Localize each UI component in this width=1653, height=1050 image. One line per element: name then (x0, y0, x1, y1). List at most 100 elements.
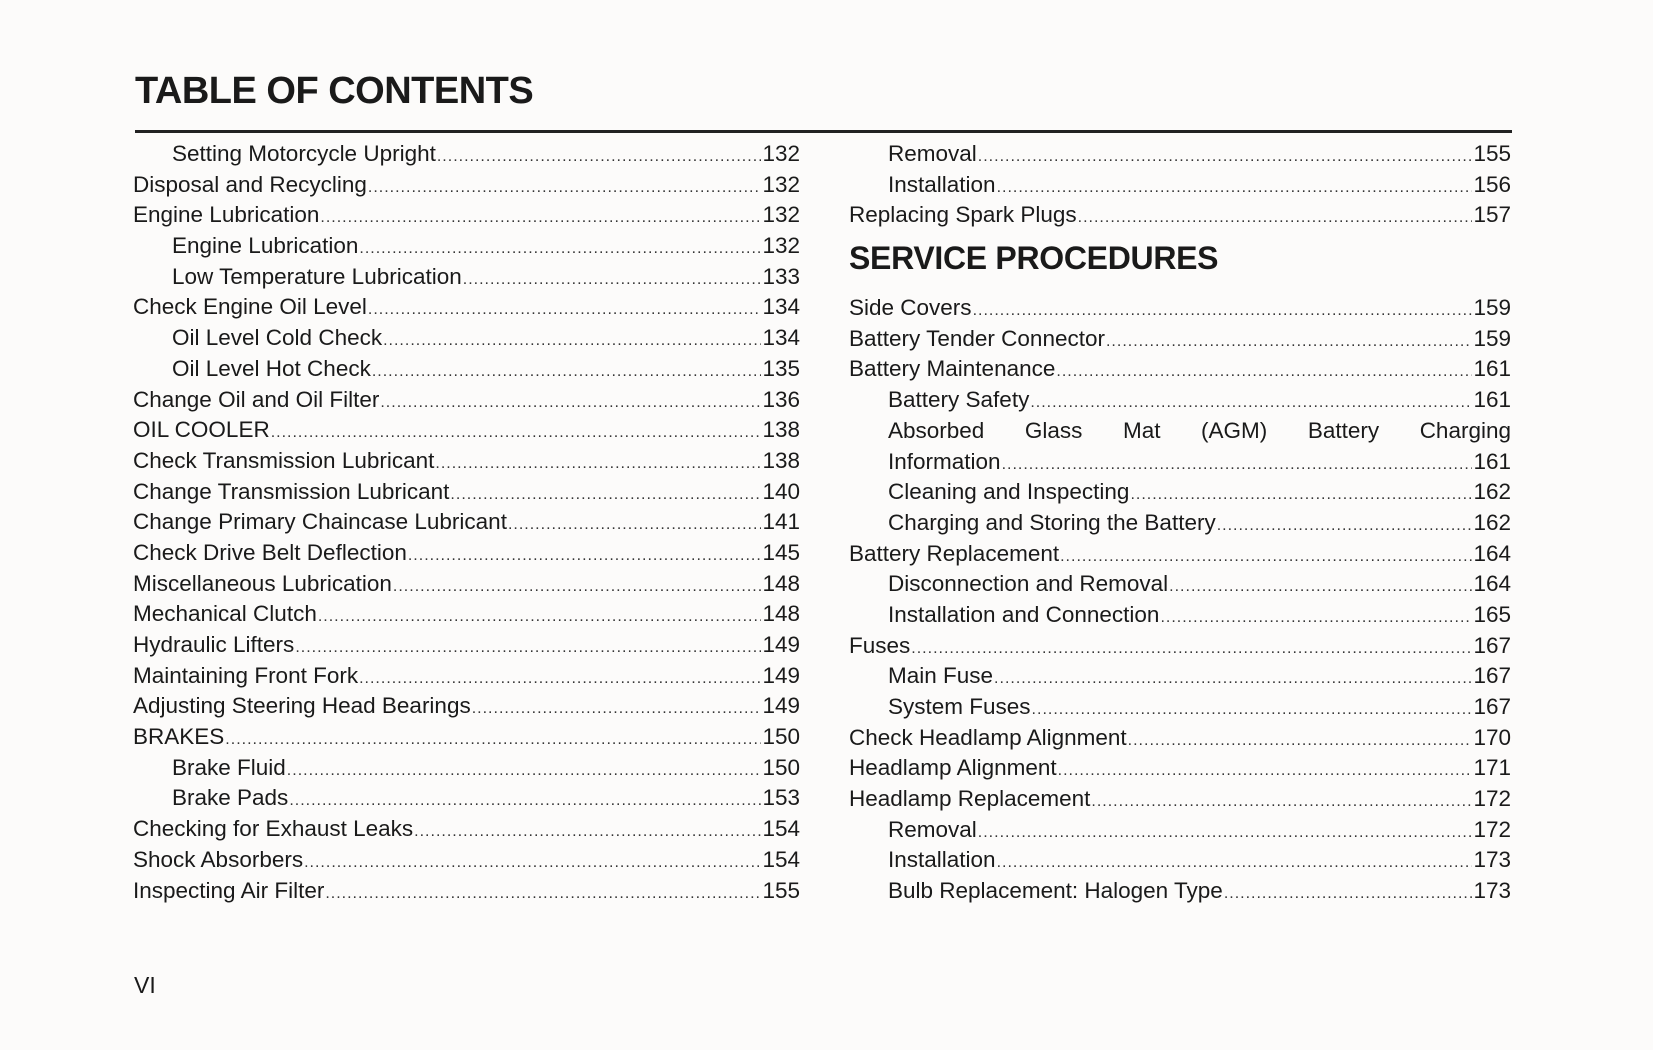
toc-entry[interactable]: Engine Lubrication 132 (133, 231, 800, 262)
dot-leader (1030, 388, 1472, 419)
toc-entry-page: 172 (1473, 816, 1511, 842)
toc-entry[interactable]: Hydraulic Lifters 149 (133, 630, 800, 661)
toc-entry[interactable]: Change Primary Chaincase Lubricant 141 (133, 507, 800, 538)
toc-entry-label: Maintaining Front Fork (133, 662, 359, 688)
toc-entry[interactable]: Removal 172 (849, 815, 1511, 846)
toc-entry[interactable]: Adjusting Steering Head Bearings 149 (133, 691, 800, 722)
toc-entry-page: 167 (1473, 663, 1511, 689)
toc-entry[interactable]: Low Temperature Lubrication 133 (133, 262, 800, 293)
toc-entry[interactable]: Engine Lubrication 132 (133, 200, 800, 231)
toc-entry[interactable]: Main Fuse 167 (849, 661, 1511, 692)
toc-entry[interactable]: Installation 156 (849, 170, 1511, 201)
toc-entry[interactable]: OIL COOLER 138 (133, 415, 800, 446)
toc-entry[interactable]: Disposal and Recycling 132 (133, 170, 800, 201)
toc-entry-page: 167 (1473, 632, 1511, 658)
toc-entry[interactable]: Brake Pads 153 (133, 783, 800, 814)
toc-entry-page: 140 (762, 478, 800, 504)
toc-entry[interactable]: Bulb Replacement: Halogen Type 173 (849, 876, 1511, 907)
toc-entry-label: Shock Absorbers (133, 846, 304, 872)
toc-entry-label: Brake Pads (172, 785, 289, 811)
dot-leader (1058, 756, 1473, 787)
dot-leader (435, 449, 761, 480)
toc-entry-label: Battery Replacement (849, 540, 1060, 566)
toc-entry-label: Hydraulic Lifters (133, 632, 295, 657)
toc-entry-label: Battery Maintenance (849, 356, 1056, 382)
toc-entry[interactable]: Change Transmission Lubricant 140 (133, 477, 800, 508)
toc-entry-label: Check Headlamp Alignment (849, 724, 1127, 750)
toc-entry[interactable]: Battery Safety 161 (849, 385, 1511, 416)
toc-entry-page: 156 (1473, 171, 1511, 197)
dot-leader (997, 173, 1473, 204)
toc-entry[interactable]: Replacing Spark Plugs 157 (849, 200, 1511, 231)
toc-entry-label: Check Drive Belt Deflection (133, 539, 407, 565)
toc-entry[interactable]: Charging and Storing the Battery 162 (849, 508, 1511, 539)
toc-entry[interactable]: Installation 173 (849, 845, 1511, 876)
dot-leader (973, 296, 1473, 327)
toc-left-column: Setting Motorcycle Upright132Disposal an… (133, 139, 800, 906)
toc-entry-label: Side Covers (849, 295, 972, 321)
dot-leader (414, 817, 761, 848)
toc-entry[interactable]: Installation and Connection 165 (849, 600, 1511, 631)
toc-entry[interactable]: Battery Replacement 164 (849, 539, 1511, 570)
dot-leader (304, 848, 761, 879)
toc-entry[interactable]: Check Transmission Lubricant 138 (133, 446, 800, 477)
toc-entry[interactable]: Cleaning and Inspecting 162 (849, 477, 1511, 508)
toc-entry-label: Replacing Spark Plugs (849, 202, 1077, 228)
toc-entry-page: 162 (1473, 509, 1511, 535)
toc-entry[interactable]: Inspecting Air Filter 155 (133, 876, 800, 907)
toc-entry[interactable]: Oil Level Cold Check 134 (133, 323, 800, 354)
toc-entry-label: Engine Lubrication (172, 233, 359, 259)
toc-entry-page: 138 (762, 447, 800, 473)
toc-entry-page: 171 (1473, 755, 1511, 781)
toc-entry[interactable]: Removal 155 (849, 139, 1511, 170)
dot-leader (408, 541, 762, 572)
toc-entry[interactable]: Absorbed Glass Mat (AGM) Battery Chargin… (849, 416, 1511, 447)
toc-entry[interactable]: Battery Maintenance 161 (849, 354, 1511, 385)
toc-entry-label: Absorbed Glass Mat (AGM) Battery Chargin… (888, 417, 1511, 443)
toc-entry-page: 164 (1473, 571, 1511, 597)
toc-entry[interactable]: Maintaining Front Fork 149 (133, 661, 800, 692)
toc-entry[interactable]: Mechanical Clutch 148 (133, 599, 800, 630)
toc-entry[interactable]: Fuses 167 (849, 631, 1511, 662)
toc-entry[interactable]: Brake Fluid 150 (133, 753, 800, 784)
toc-entry-page: 134 (762, 294, 800, 320)
toc-entry-page: 154 (762, 816, 800, 842)
dot-leader (1169, 572, 1472, 603)
toc-entry[interactable]: Battery Tender Connector 159 (849, 324, 1511, 355)
toc-entry-label: Change Primary Chaincase Lubricant (133, 509, 507, 535)
toc-entry[interactable]: Information 161 (849, 447, 1511, 478)
toc-entry-page: 154 (762, 846, 800, 872)
toc-right-section: Side Covers 159 Battery Tender Connector 15… (849, 293, 1511, 907)
dot-leader (295, 633, 761, 664)
dot-leader (383, 326, 761, 357)
toc-entry[interactable]: Side Covers 159 (849, 293, 1511, 324)
dot-leader (1106, 327, 1472, 358)
toc-entry[interactable]: Setting Motorcycle Upright 132 (133, 139, 800, 170)
dot-leader (393, 572, 762, 603)
toc-entry-label: Inspecting Air Filter (133, 877, 325, 903)
toc-entry[interactable]: BRAKES 150 (133, 722, 800, 753)
toc-entry[interactable]: Checking for Exhaust Leaks 154 (133, 814, 800, 845)
toc-entry-page: 161 (1473, 356, 1511, 382)
toc-entry[interactable]: Check Drive Belt Deflection 145 (133, 538, 800, 569)
toc-entry[interactable]: Headlamp Replacement 172 (849, 784, 1511, 815)
toc-entry-page: 159 (1473, 325, 1511, 351)
toc-entry-label: Checking for Exhaust Leaks (133, 816, 414, 842)
toc-entry[interactable]: Shock Absorbers 154 (133, 845, 800, 876)
toc-entry[interactable]: Headlamp Alignment 171 (849, 753, 1511, 784)
toc-entry[interactable]: Oil Level Hot Check 135 (133, 354, 800, 385)
toc-entry-label: Oil Level Cold Check (172, 325, 383, 351)
toc-entry[interactable]: Check Headlamp Alignment 170 (849, 723, 1511, 754)
toc-entry-label: Engine Lubrication (133, 202, 320, 228)
toc-entry-page: 149 (762, 662, 800, 688)
toc-entry-page: 141 (762, 509, 800, 535)
toc-entry[interactable]: Miscellaneous Lubrication 148 (133, 569, 800, 600)
toc-entry[interactable]: System Fuses 167 (849, 692, 1511, 723)
toc-entry-page: 150 (762, 724, 800, 750)
toc-entry-label: Information (888, 448, 1001, 474)
toc-entry[interactable]: Check Engine Oil Level 134 (133, 292, 800, 323)
dot-leader (994, 664, 1472, 695)
toc-entry[interactable]: Change Oil and Oil Filter 136 (133, 385, 800, 416)
toc-entry[interactable]: Disconnection and Removal 164 (849, 569, 1511, 600)
toc-entry-page: 165 (1473, 601, 1511, 627)
